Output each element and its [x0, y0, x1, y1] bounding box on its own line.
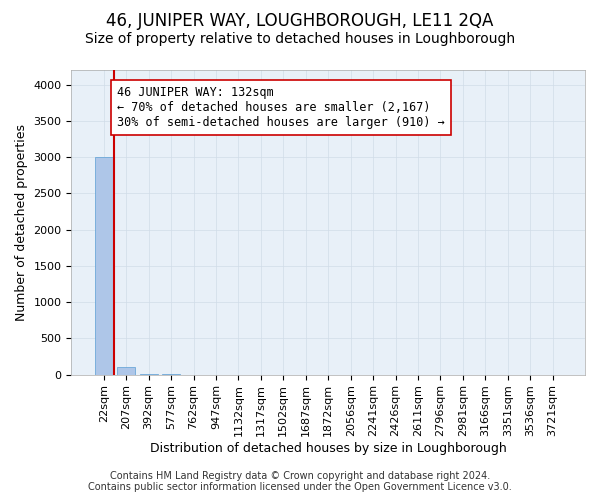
Bar — [117, 366, 135, 374]
Text: Size of property relative to detached houses in Loughborough: Size of property relative to detached ho… — [85, 32, 515, 46]
Y-axis label: Number of detached properties: Number of detached properties — [15, 124, 28, 321]
Text: Contains HM Land Registry data © Crown copyright and database right 2024.
Contai: Contains HM Land Registry data © Crown c… — [88, 471, 512, 492]
Bar — [95, 157, 113, 374]
Text: 46 JUNIPER WAY: 132sqm
← 70% of detached houses are smaller (2,167)
30% of semi-: 46 JUNIPER WAY: 132sqm ← 70% of detached… — [117, 86, 445, 129]
Text: 46, JUNIPER WAY, LOUGHBOROUGH, LE11 2QA: 46, JUNIPER WAY, LOUGHBOROUGH, LE11 2QA — [106, 12, 494, 30]
X-axis label: Distribution of detached houses by size in Loughborough: Distribution of detached houses by size … — [150, 442, 506, 455]
